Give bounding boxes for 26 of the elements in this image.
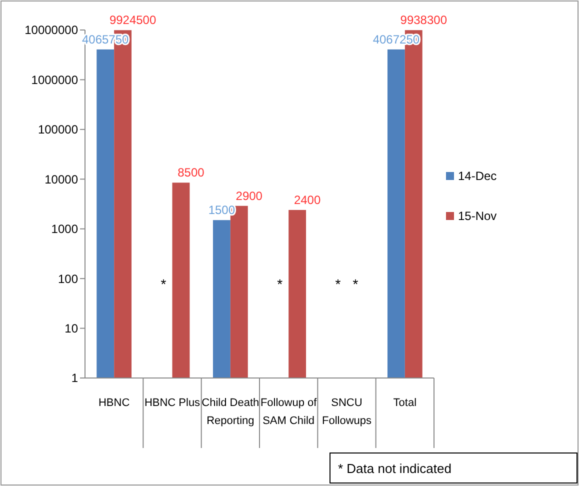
data-label: 9938300 [400, 13, 448, 28]
x-tick-label: SNCU Followups [322, 397, 372, 427]
annotation: * [335, 276, 342, 292]
y-tick-label: 100 [58, 272, 78, 286]
data-label: 8500 [178, 166, 205, 180]
annotation: * [352, 276, 359, 292]
data-label: 2900 [236, 188, 263, 203]
y-tick-label: 1000000 [31, 72, 78, 87]
y-tick-label: 1000 [51, 222, 78, 236]
x-tick-label: Total [393, 397, 417, 409]
x-tick-label: HBNC Plus [144, 397, 201, 409]
annotation: * [160, 276, 167, 292]
legend-label: 15-Nov [458, 209, 497, 224]
x-tick-label: Followup of SAM Child [260, 397, 318, 427]
x-tick-label: Child Death Reporting [202, 397, 260, 427]
y-tick-label: 100000 [38, 122, 78, 137]
legend-label: 14-Dec [458, 169, 497, 184]
y-tick-label: 10 [64, 321, 78, 336]
annotation: * [277, 276, 284, 292]
text: * Data not indicated [338, 461, 452, 476]
x-tick-label: HBNC [98, 397, 130, 409]
data-label: 9924500 [109, 13, 156, 28]
y-tick-label: 10000000 [24, 23, 78, 38]
data-label: 2400 [294, 192, 321, 207]
y-tick-label: 10000 [44, 172, 78, 186]
y-tick-label: 1 [71, 371, 78, 386]
